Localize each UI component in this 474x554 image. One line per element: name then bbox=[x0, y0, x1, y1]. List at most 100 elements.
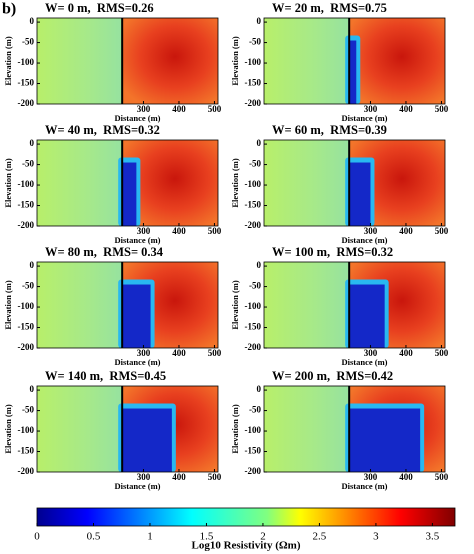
x-tick-label: 300 bbox=[137, 348, 151, 358]
x-tick-label: 300 bbox=[137, 472, 151, 482]
x-axis-label: Distance (m) bbox=[341, 357, 387, 367]
x-tick-label: 400 bbox=[399, 472, 413, 482]
y-tick-label: -150 bbox=[245, 78, 262, 88]
heatmap-right bbox=[122, 18, 218, 104]
x-axis-label: Distance (m) bbox=[114, 357, 160, 367]
anomaly-block bbox=[349, 408, 421, 472]
panel-title: W= 100 m, RMS=0.32 bbox=[272, 245, 393, 259]
heatmap-left bbox=[264, 18, 350, 104]
colorbar-tick-label: 2 bbox=[260, 531, 266, 543]
y-tick-label: -100 bbox=[245, 179, 262, 189]
y-tick-label: 0 bbox=[257, 384, 262, 394]
y-tick-label: -150 bbox=[18, 200, 35, 210]
panel: W= 20 m, RMS=0.75 0 -50 -100 -150 -200 300 400 5… bbox=[230, 1, 449, 123]
x-tick-label: 400 bbox=[172, 472, 186, 482]
y-tick-label: -50 bbox=[22, 281, 34, 291]
y-axis-label: Elevation (m) bbox=[3, 280, 13, 330]
heatmap-right bbox=[349, 18, 445, 104]
y-axis-label: Elevation (m) bbox=[230, 280, 240, 330]
y-tick-label: 0 bbox=[30, 138, 35, 148]
y-tick-label: 0 bbox=[257, 16, 262, 26]
y-axis-label: Elevation (m) bbox=[230, 36, 240, 86]
y-tick-label: -200 bbox=[245, 342, 262, 352]
frame bbox=[36, 385, 219, 473]
frame bbox=[263, 385, 446, 473]
y-axis-label: Elevation (m) bbox=[230, 404, 240, 454]
panel: W= 140 m, RMS=0.45 0 -50 -100 -150 -200 300 400… bbox=[3, 369, 222, 491]
y-tick-label: -50 bbox=[22, 37, 34, 47]
y-tick-label: -50 bbox=[249, 281, 261, 291]
heatmap-left bbox=[264, 386, 350, 472]
frame bbox=[36, 17, 219, 105]
x-axis-label: Distance (m) bbox=[341, 481, 387, 491]
panel-title: W= 80 m, RMS= 0.34 bbox=[45, 245, 164, 259]
x-tick-label: 300 bbox=[364, 472, 378, 482]
y-tick-label: -100 bbox=[18, 57, 35, 67]
heatmap-left bbox=[264, 262, 350, 348]
panel-title: W= 20 m, RMS=0.75 bbox=[272, 1, 387, 15]
panel: W= 0 m, RMS=0.26 0 -50 -100 -150 -200 300 400 50… bbox=[3, 1, 222, 123]
y-tick-label: 0 bbox=[30, 16, 35, 26]
y-tick-label: -50 bbox=[22, 405, 34, 415]
x-tick-label: 400 bbox=[172, 226, 186, 236]
y-tick-label: -200 bbox=[245, 98, 262, 108]
y-tick-label: 0 bbox=[257, 138, 262, 148]
panel: W= 200 m, RMS=0.42 0 -50 -100 -150 -200 300 400… bbox=[230, 369, 449, 491]
frame bbox=[263, 261, 446, 349]
y-tick-label: -150 bbox=[18, 78, 35, 88]
x-tick-label: 300 bbox=[137, 226, 151, 236]
panel: W= 40 m, RMS=0.32 0 -50 -100 -150 -200 300 400 5… bbox=[3, 123, 222, 245]
heatmap-left bbox=[37, 18, 123, 104]
anomaly-block bbox=[122, 162, 137, 226]
y-tick-label: -150 bbox=[245, 446, 262, 456]
panel-title: W= 200 m, RMS=0.42 bbox=[272, 369, 393, 383]
x-tick-label: 500 bbox=[435, 472, 449, 482]
y-tick-label: -100 bbox=[245, 301, 262, 311]
x-axis-label: Distance (m) bbox=[114, 235, 160, 245]
frame bbox=[36, 261, 219, 349]
y-tick-label: 0 bbox=[30, 384, 35, 394]
panel: W= 60 m, RMS=0.39 0 -50 -100 -150 -200 300 400 5… bbox=[230, 123, 449, 245]
panel-label: b) bbox=[2, 1, 16, 18]
y-axis-label: Elevation (m) bbox=[3, 36, 13, 86]
y-tick-label: -200 bbox=[18, 466, 35, 476]
y-tick-label: -200 bbox=[245, 466, 262, 476]
y-tick-label: -200 bbox=[18, 220, 35, 230]
y-tick-label: -50 bbox=[249, 405, 261, 415]
y-tick-label: -200 bbox=[245, 220, 262, 230]
x-tick-label: 400 bbox=[172, 104, 186, 114]
panel: W= 100 m, RMS=0.32 0 -50 -100 -150 -200 300 400… bbox=[230, 245, 449, 367]
x-tick-label: 500 bbox=[435, 348, 449, 358]
y-tick-label: 0 bbox=[30, 260, 35, 270]
panel-title: W= 140 m, RMS=0.45 bbox=[45, 369, 166, 383]
y-tick-label: -100 bbox=[18, 425, 35, 435]
panel-title: W= 0 m, RMS=0.26 bbox=[45, 1, 154, 15]
panel-title: W= 40 m, RMS=0.32 bbox=[45, 123, 160, 137]
x-tick-label: 500 bbox=[208, 472, 222, 482]
x-tick-label: 300 bbox=[137, 104, 151, 114]
x-axis-label: Distance (m) bbox=[341, 113, 387, 123]
x-tick-label: 400 bbox=[399, 104, 413, 114]
y-axis-label: Elevation (m) bbox=[3, 404, 13, 454]
y-tick-label: -100 bbox=[18, 179, 35, 189]
anomaly-block bbox=[122, 284, 151, 348]
y-tick-label: -100 bbox=[245, 425, 262, 435]
y-tick-label: -150 bbox=[245, 200, 262, 210]
x-axis-label: Distance (m) bbox=[114, 481, 160, 491]
panel-title: W= 60 m, RMS=0.39 bbox=[272, 123, 387, 137]
y-tick-label: -50 bbox=[249, 37, 261, 47]
y-axis-label: Elevation (m) bbox=[230, 158, 240, 208]
x-axis-label: Distance (m) bbox=[114, 113, 160, 123]
y-tick-label: -100 bbox=[18, 301, 35, 311]
anomaly-block bbox=[349, 40, 357, 104]
x-tick-label: 500 bbox=[208, 348, 222, 358]
colorbar bbox=[36, 507, 456, 527]
colorbar-tick-label: 0 bbox=[34, 531, 40, 543]
x-tick-label: 500 bbox=[435, 104, 449, 114]
colorbar-tick-label: 1.5 bbox=[200, 531, 214, 543]
colorbar-tick-label: 2.5 bbox=[313, 531, 327, 543]
heatmap-left bbox=[37, 386, 123, 472]
x-tick-label: 500 bbox=[208, 226, 222, 236]
x-tick-label: 300 bbox=[364, 348, 378, 358]
